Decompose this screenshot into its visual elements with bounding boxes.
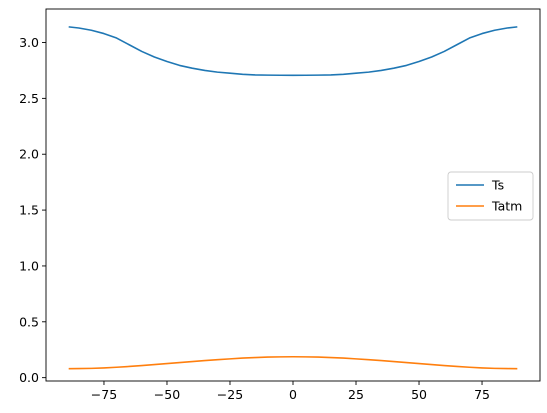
y-tick-label: 0.0 (19, 370, 39, 385)
legend-label-tatm: Tatm (491, 199, 522, 214)
y-tick-label: 1.0 (19, 258, 39, 273)
x-tick-label: −75 (91, 387, 117, 402)
y-tick-label: 0.5 (19, 314, 39, 329)
x-tick-label: −50 (154, 387, 180, 402)
plot-lines (68, 26, 518, 370)
x-tick-label: 0 (289, 387, 297, 402)
y-axis: 0.0 0.5 1.0 1.5 2.0 2.5 3.0 (19, 35, 46, 385)
series-line-ts (68, 26, 518, 77)
legend: Ts Tatm (447, 171, 534, 221)
legend-box (447, 171, 534, 221)
series-line-tatm (68, 355, 518, 370)
x-tick-label: 25 (348, 387, 364, 402)
x-axis: −75 −50 −25 0 25 50 75 (91, 381, 490, 402)
y-tick-label: 2.5 (19, 91, 39, 106)
x-tick-label: −25 (217, 387, 243, 402)
y-tick-label: 1.5 (19, 203, 39, 218)
x-tick-label: 50 (411, 387, 427, 402)
x-tick-label: 75 (474, 387, 490, 402)
y-tick-label: 2.0 (19, 147, 39, 162)
y-tick-label: 3.0 (19, 35, 39, 50)
legend-label-ts: Ts (491, 178, 504, 193)
